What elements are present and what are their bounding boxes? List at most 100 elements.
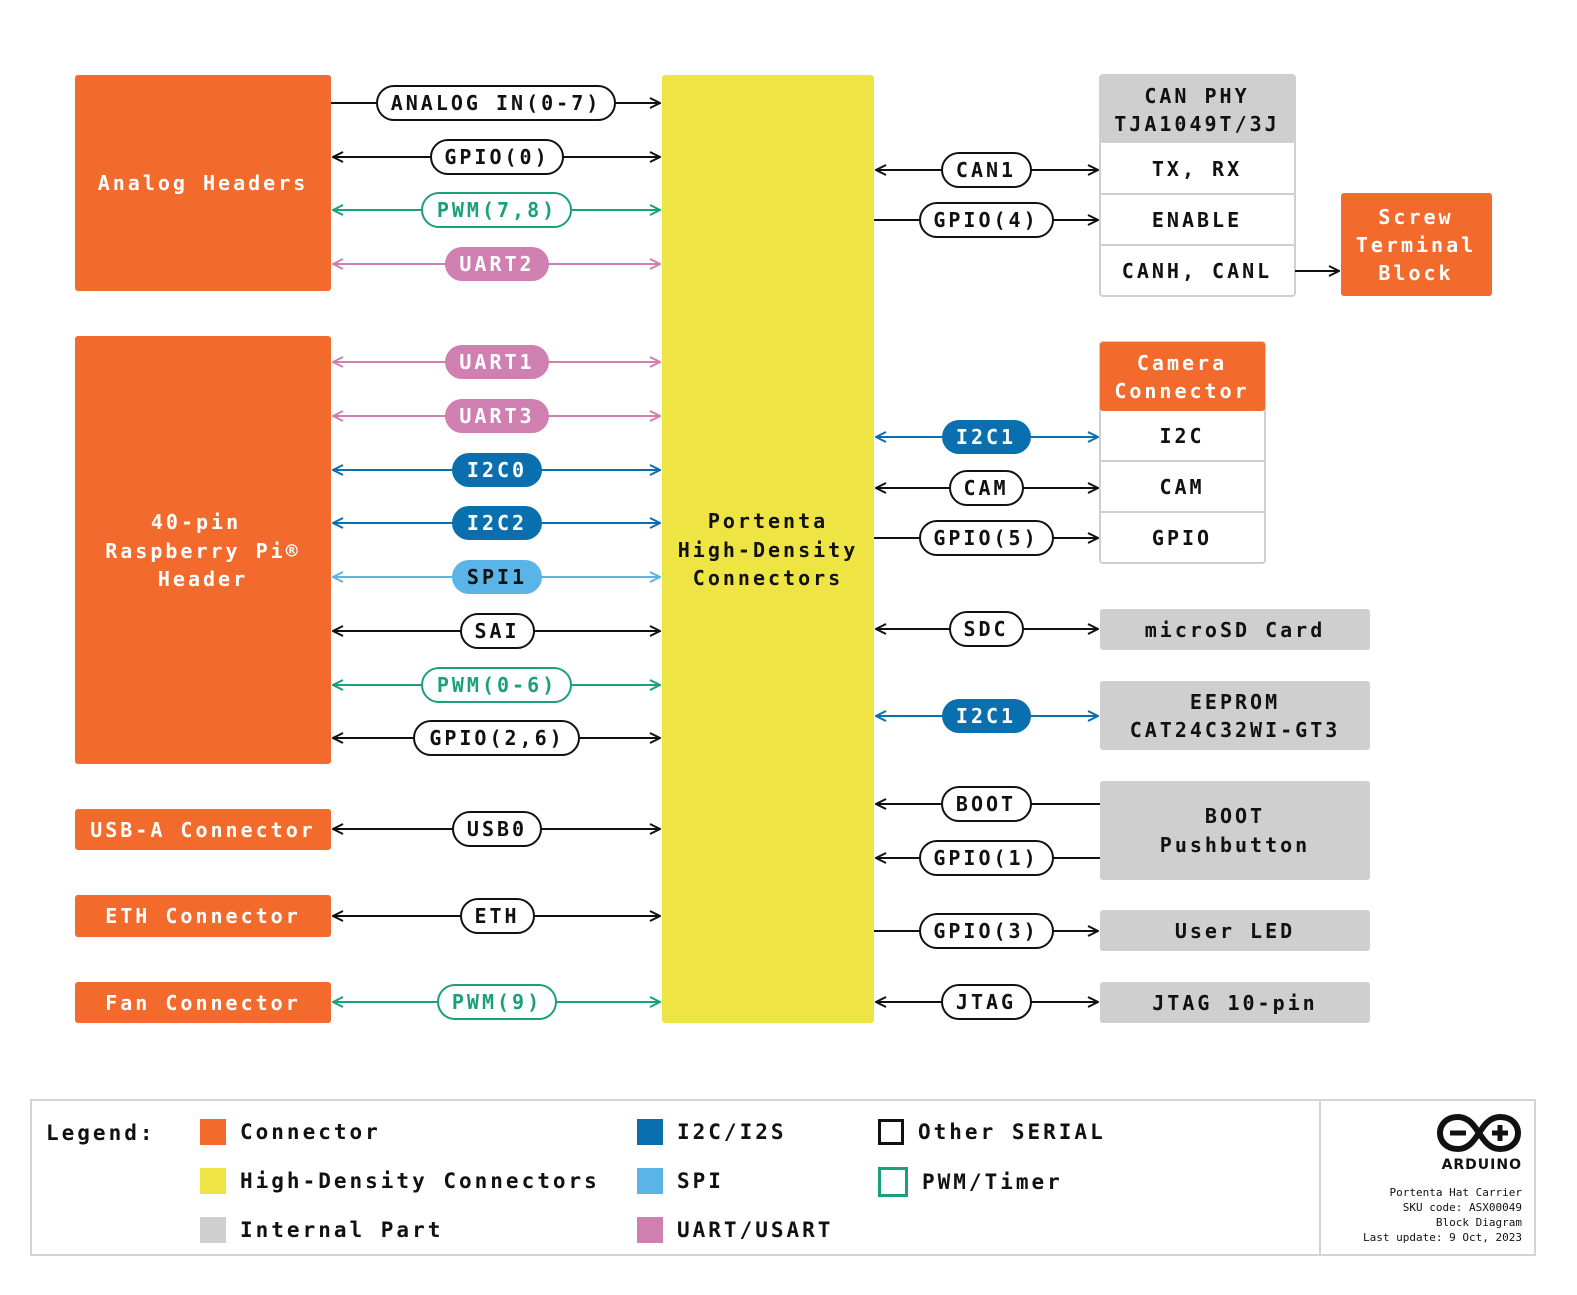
legend-item-uart: UART/USART xyxy=(637,1215,833,1245)
sig-spi1: SPI1 xyxy=(333,560,660,594)
microsd-block: microSD Card xyxy=(1100,609,1370,650)
camera-title-2: Connector xyxy=(1114,379,1249,403)
legend-swatch-pwm xyxy=(878,1167,908,1197)
can-phy-row-enable: ENABLE xyxy=(1152,208,1242,232)
sig-boot-label: BOOT xyxy=(956,792,1016,816)
rpi-header-line1: 40-pin xyxy=(151,510,241,534)
sig-pwm78-label: PWM(7,8) xyxy=(437,198,557,222)
sig-i2c2-label: I2C2 xyxy=(467,511,527,535)
eth-label: ETH Connector xyxy=(105,904,301,928)
portenta-line2: High-Density xyxy=(678,538,859,562)
sig-gpio4-label: GPIO(4) xyxy=(933,208,1038,232)
jtag-label: JTAG 10-pin xyxy=(1152,991,1317,1015)
legend-title: Legend: xyxy=(46,1121,156,1145)
sig-gpio1-label: GPIO(1) xyxy=(933,846,1038,870)
rpi-header-line3: Header xyxy=(158,567,248,591)
boot-line1: BOOT xyxy=(1205,804,1265,828)
brand-name: ARDUINO xyxy=(1441,1157,1522,1173)
legend-panel: Legend: Connector High-Density Connector… xyxy=(30,1099,1536,1256)
legend-item-connector: Connector xyxy=(200,1117,381,1147)
sig-uart2-label: UART2 xyxy=(459,252,534,276)
legend-swatch-uart xyxy=(637,1217,663,1243)
sig-pwm9: PWM(9) xyxy=(333,984,660,1020)
arduino-logo-icon xyxy=(1436,1113,1522,1153)
legend-label-i2c: I2C/I2S xyxy=(677,1120,787,1144)
sig-gpio0: GPIO(0) xyxy=(333,139,660,175)
portenta-block: Portenta High-Density Connectors xyxy=(662,75,874,1023)
sig-usb0: USB0 xyxy=(333,811,660,847)
screw-terminal-line2: Terminal xyxy=(1356,233,1476,257)
rpi-header-block: 40-pin Raspberry Pi® Header xyxy=(75,336,331,764)
camera-row-gpio: GPIO xyxy=(1152,526,1212,550)
legend-item-spi: SPI xyxy=(637,1166,724,1196)
sig-can1: CAN1 xyxy=(876,152,1098,188)
can-phy-row-canh: CANH, CANL xyxy=(1122,259,1272,283)
user-led-block: User LED xyxy=(1100,910,1370,951)
sig-gpio4: GPIO(4) xyxy=(874,202,1098,238)
sig-sdc: SDC xyxy=(876,611,1098,647)
legend-label-connector: Connector xyxy=(240,1120,381,1144)
legend-divider xyxy=(1319,1101,1321,1254)
sig-uart2: UART2 xyxy=(333,247,660,281)
boot-line2: Pushbutton xyxy=(1160,833,1310,857)
sig-usb0-label: USB0 xyxy=(467,817,527,841)
legend-item-internal: Internal Part xyxy=(200,1215,443,1245)
sig-eth: ETH xyxy=(333,898,660,934)
sig-jtag: JTAG xyxy=(876,984,1098,1020)
screw-terminal-block: Screw Terminal Block xyxy=(1341,193,1492,296)
sig-analog-in-label: ANALOG IN(0-7) xyxy=(391,91,602,115)
sig-i2c1-camera: I2C1 xyxy=(876,420,1098,454)
doc-meta: Portenta Hat Carrier SKU code: ASX00049 … xyxy=(1363,1185,1522,1245)
legend-label-high-density: High-Density Connectors xyxy=(240,1169,600,1193)
legend-swatch-high-density xyxy=(200,1168,226,1194)
sig-gpio0-label: GPIO(0) xyxy=(444,145,549,169)
screw-terminal-line3: Block xyxy=(1378,261,1453,285)
sig-boot: BOOT xyxy=(876,786,1100,822)
legend-swatch-spi xyxy=(637,1168,663,1194)
camera-block: Camera Connector I2C CAM GPIO xyxy=(1099,341,1266,564)
sig-sai-label: SAI xyxy=(474,619,519,643)
legend-item-i2c: I2C/I2S xyxy=(637,1117,787,1147)
boot-block: BOOT Pushbutton xyxy=(1100,781,1370,880)
sig-gpio26: GPIO(2,6) xyxy=(333,720,660,756)
sig-i2c2: I2C2 xyxy=(333,506,660,540)
sig-uart3-label: UART3 xyxy=(459,404,534,428)
sig-pwm06-label: PWM(0-6) xyxy=(437,673,557,697)
sig-gpio26-label: GPIO(2,6) xyxy=(429,726,564,750)
rpi-header-line2: Raspberry Pi® xyxy=(105,539,301,563)
sig-i2c1-eeprom-label: I2C1 xyxy=(956,704,1016,728)
legend-item-pwm: PWM/Timer xyxy=(878,1167,1063,1197)
sig-gpio3: GPIO(3) xyxy=(874,913,1098,949)
brand-block: ARDUINO Portenta Hat Carrier SKU code: A… xyxy=(1363,1111,1522,1245)
legend-label-spi: SPI xyxy=(677,1169,724,1193)
camera-title-1: Camera xyxy=(1137,351,1227,375)
eeprom-line2: CAT24C32WI-GT3 xyxy=(1130,718,1341,742)
usb-a-block: USB-A Connector xyxy=(75,809,331,850)
can-phy-title-2: TJA1049T/3J xyxy=(1114,112,1279,136)
legend-swatch-connector xyxy=(200,1119,226,1145)
eth-block: ETH Connector xyxy=(75,895,331,937)
sig-i2c1-eeprom: I2C1 xyxy=(876,699,1098,733)
sig-uart3: UART3 xyxy=(333,399,660,433)
analog-headers-label: Analog Headers xyxy=(98,171,309,195)
legend-swatch-other-serial xyxy=(878,1119,904,1145)
sig-spi1-label: SPI1 xyxy=(467,565,527,589)
sig-gpio1: GPIO(1) xyxy=(876,840,1100,876)
product-name: Portenta Hat Carrier xyxy=(1389,1186,1522,1199)
can-phy-title-1: CAN PHY xyxy=(1144,84,1249,108)
legend-item-other-serial: Other SERIAL xyxy=(878,1117,1106,1147)
sig-uart1-label: UART1 xyxy=(459,350,534,374)
fan-block: Fan Connector xyxy=(75,982,331,1023)
sig-pwm06: PWM(0-6) xyxy=(333,667,660,703)
legend-swatch-i2c xyxy=(637,1119,663,1145)
sig-jtag-label: JTAG xyxy=(956,990,1016,1014)
legend-label-other-serial: Other SERIAL xyxy=(918,1120,1106,1144)
sig-can1-label: CAN1 xyxy=(956,158,1016,182)
usb-a-label: USB-A Connector xyxy=(90,818,316,842)
sku-code: SKU code: ASX00049 xyxy=(1402,1201,1522,1214)
sig-eth-label: ETH xyxy=(474,904,519,928)
portenta-line3: Connectors xyxy=(693,566,843,590)
sig-analog-in: ANALOG IN(0-7) xyxy=(331,85,660,121)
legend-label-internal: Internal Part xyxy=(240,1218,444,1242)
analog-headers-block: Analog Headers xyxy=(75,75,331,291)
